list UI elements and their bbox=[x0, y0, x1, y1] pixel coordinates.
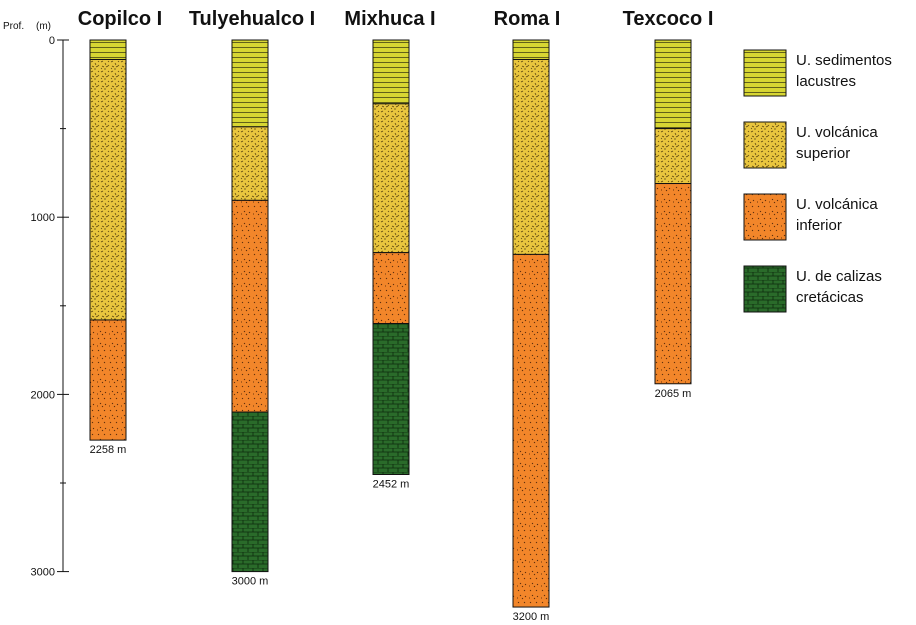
legend-item-caliza: U. de calizas cretácicas bbox=[743, 265, 882, 313]
layer-vsup bbox=[512, 58, 550, 255]
legend-label: cretácicas bbox=[796, 289, 864, 306]
layer-vsup bbox=[372, 103, 410, 254]
axis-tick-label: 1000 bbox=[31, 212, 55, 224]
layer-vinf bbox=[372, 252, 410, 325]
legend-swatch bbox=[743, 193, 787, 241]
legend-swatch bbox=[743, 121, 787, 169]
total-depth-label: 3200 m bbox=[513, 611, 550, 623]
layer-vinf bbox=[512, 253, 550, 608]
total-depth-label: 2452 m bbox=[373, 478, 410, 490]
well-column: Roma I 3200 m bbox=[494, 8, 561, 623]
depth-axis: Prof. (m) 0 1000 2000 3000 bbox=[3, 21, 69, 579]
legend-label: superior bbox=[796, 145, 850, 162]
legend-item-vsup: U. volcánica superior bbox=[743, 121, 878, 169]
layer-lacustre bbox=[89, 39, 127, 60]
well-column: Copilco I 2258 m bbox=[78, 8, 162, 456]
legend-label: U. de calizas bbox=[796, 268, 882, 285]
legend-label: inferior bbox=[796, 217, 842, 234]
well-column: Texcoco I 2065 m bbox=[623, 8, 714, 400]
layer-vinf bbox=[89, 319, 127, 441]
layer-caliza bbox=[231, 411, 269, 573]
layer-vinf bbox=[231, 199, 269, 413]
legend-swatch bbox=[743, 265, 787, 313]
total-depth-label: 2258 m bbox=[90, 444, 127, 456]
layer-lacustre bbox=[372, 39, 410, 105]
axis-caption-unit: (m) bbox=[36, 21, 51, 32]
layer-vinf bbox=[654, 183, 692, 385]
legend-label: U. volcánica bbox=[796, 124, 878, 141]
layer-lacustre bbox=[231, 39, 269, 128]
legend: U. sedimentos lacustres U. volcánica superi… bbox=[743, 49, 892, 313]
well-column: Mixhuca I 2452 m bbox=[344, 8, 435, 490]
layer-vsup bbox=[654, 128, 692, 185]
well-title: Tulyehualco I bbox=[189, 8, 315, 30]
well-title: Texcoco I bbox=[623, 8, 714, 30]
layer-vsup bbox=[89, 58, 127, 321]
well-title: Roma I bbox=[494, 8, 561, 30]
axis-tick-label: 2000 bbox=[31, 389, 55, 401]
well-column: Tulyehualco I 3000 m bbox=[189, 8, 315, 588]
legend-item-lacustre: U. sedimentos lacustres bbox=[743, 49, 892, 97]
layer-caliza bbox=[372, 323, 410, 475]
total-depth-label: 3000 m bbox=[232, 576, 269, 588]
axis-tick-label: 0 bbox=[49, 35, 55, 47]
total-depth-label: 2065 m bbox=[655, 388, 692, 400]
legend-label: lacustres bbox=[796, 73, 856, 90]
legend-swatch bbox=[743, 49, 787, 97]
well-columns: Copilco I 2258 m Tulyehualco I 3000 m Mixhuc… bbox=[78, 8, 714, 623]
legend-label: U. volcánica bbox=[796, 196, 878, 213]
well-title: Copilco I bbox=[78, 8, 162, 30]
legend-item-vinf: U. volcánica inferior bbox=[743, 193, 878, 241]
legend-label: U. sedimentos bbox=[796, 52, 892, 69]
axis-caption-prof: Prof. bbox=[3, 21, 24, 32]
layer-vsup bbox=[231, 126, 269, 201]
well-title: Mixhuca I bbox=[344, 8, 435, 30]
layer-lacustre bbox=[654, 39, 692, 130]
axis-tick-label: 3000 bbox=[31, 567, 55, 579]
layer-lacustre bbox=[512, 39, 550, 60]
